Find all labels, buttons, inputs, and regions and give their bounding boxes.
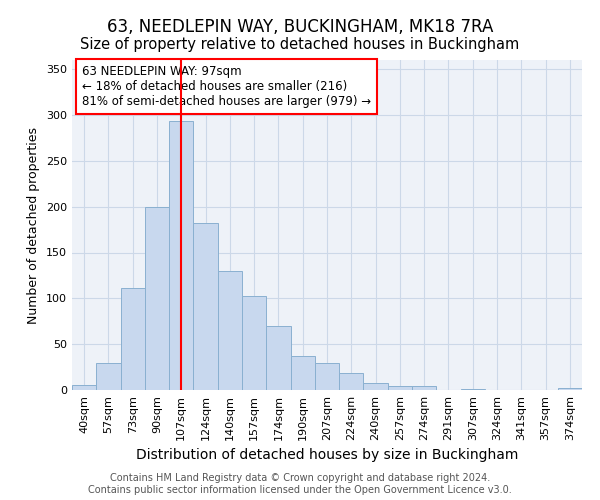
Bar: [315, 364, 339, 390]
Text: 63 NEEDLEPIN WAY: 97sqm
← 18% of detached houses are smaller (216)
81% of semi-d: 63 NEEDLEPIN WAY: 97sqm ← 18% of detache…: [82, 65, 371, 108]
Bar: [339, 372, 364, 390]
Bar: [242, 296, 266, 390]
Bar: [364, 382, 388, 390]
Text: Contains HM Land Registry data © Crown copyright and database right 2024.
Contai: Contains HM Land Registry data © Crown c…: [88, 474, 512, 495]
Bar: [145, 206, 169, 390]
Bar: [558, 388, 582, 390]
Y-axis label: Number of detached properties: Number of detached properties: [28, 126, 40, 324]
Bar: [193, 223, 218, 390]
Bar: [121, 288, 145, 390]
Text: Size of property relative to detached houses in Buckingham: Size of property relative to detached ho…: [80, 38, 520, 52]
Bar: [72, 384, 96, 390]
Bar: [96, 362, 121, 390]
Bar: [266, 326, 290, 390]
Bar: [218, 271, 242, 390]
Bar: [388, 386, 412, 390]
Bar: [461, 389, 485, 390]
Bar: [290, 356, 315, 390]
Bar: [169, 122, 193, 390]
Bar: [412, 386, 436, 390]
X-axis label: Distribution of detached houses by size in Buckingham: Distribution of detached houses by size …: [136, 448, 518, 462]
Text: 63, NEEDLEPIN WAY, BUCKINGHAM, MK18 7RA: 63, NEEDLEPIN WAY, BUCKINGHAM, MK18 7RA: [107, 18, 493, 36]
